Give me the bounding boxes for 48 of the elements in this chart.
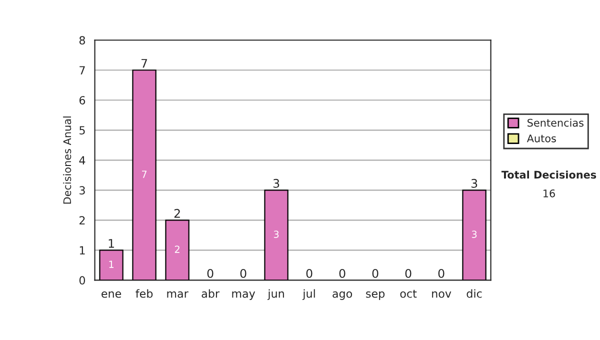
x-tick-label: ene [102,291,122,298]
text: 16 [544,189,555,198]
y-tick-label: 4 [79,156,86,164]
y-tick-label: 1 [80,246,85,254]
x-tick-label: oct [400,290,417,298]
data-label: 3 [472,230,477,238]
legend-label: Sentencias [528,118,584,127]
bar [165,220,190,280]
bar [264,190,288,280]
total-label: 0 [306,268,312,278]
y-tick-label: 7 [80,66,85,74]
x-tick-label: dic [466,289,482,298]
y-tick-label: 0 [79,276,86,285]
bar [132,70,156,280]
data-label: 1 [109,260,114,268]
data-label: 2 [174,246,180,253]
y-axis-title: Decisiones Anual [63,116,72,204]
total-label: 7 [142,59,148,68]
x-tick-label: sep [366,291,385,300]
bar [462,190,486,280]
total-label: 0 [372,268,378,278]
legend-label: Autos [526,134,556,142]
data-label: 7 [142,170,147,178]
total-label: 0 [438,268,444,278]
total-label: 0 [207,268,214,278]
y-tick-label: 8 [79,36,86,44]
y-tick-label: 3 [80,186,85,195]
total-label: 0 [405,268,412,278]
total-label: 3 [471,178,478,188]
total-label: 3 [273,178,280,188]
x-tick-label: jul [302,289,315,300]
y-tick-label: 2 [80,216,85,224]
x-tick-label: jun [268,289,284,300]
x-tick-label: abr [202,289,220,298]
total-label: 0 [240,268,246,278]
data-label: 3 [274,230,279,238]
x-tick-label: may [232,291,256,300]
x-tick-label: feb [136,289,153,298]
x-tick-label: ago [332,291,352,300]
y-tick-label: 5 [80,126,85,135]
x-tick-label: mar [167,291,188,298]
y-tick-label: 6 [79,96,86,105]
total-label: 2 [174,208,180,218]
total-label: 0 [339,268,346,278]
x-tick-label: nov [432,291,452,298]
text: Total Decisiones [501,170,596,179]
total-label: 1 [108,239,114,248]
bar [99,250,124,280]
